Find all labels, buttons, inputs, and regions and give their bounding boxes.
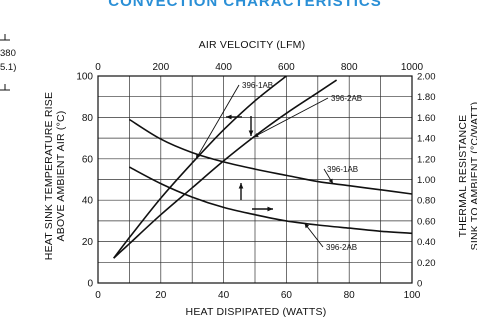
x-top-tick-label: 800 bbox=[341, 62, 358, 73]
series-line-temperature-rise-396-2ab bbox=[113, 79, 338, 259]
y-left-tick-label: 100 bbox=[76, 72, 93, 83]
x-top-tick-label: 0 bbox=[95, 62, 101, 73]
banner-title: CONVECTION CHARACTERISTICS bbox=[108, 0, 382, 10]
y-right-tick-label: 2.00 bbox=[417, 72, 436, 83]
y-right-tick-label: 0 bbox=[417, 279, 422, 290]
read-right-axis-arrow-head bbox=[267, 206, 273, 212]
series-callout-label: 396-2AB bbox=[331, 94, 362, 103]
right-axis-title-line-1: THERMAL RESISTANCE bbox=[457, 115, 469, 238]
y-left-tick-label: 80 bbox=[82, 113, 94, 124]
callout-leader bbox=[195, 84, 240, 160]
right-axis-title-line-2: SINK TO AMBIENT (°C/WATT) bbox=[469, 102, 477, 251]
x-tick-label: 80 bbox=[344, 290, 356, 301]
callout-arrowhead bbox=[195, 153, 201, 159]
y-left-tick-label: 0 bbox=[87, 279, 93, 290]
callout-arrowhead bbox=[328, 178, 333, 184]
grid bbox=[98, 76, 412, 283]
y-left-tick-label: 20 bbox=[82, 237, 94, 248]
read-top-axis-arrow-head bbox=[238, 183, 244, 189]
right-axis-title: THERMAL RESISTANCE SINK TO AMBIENT (°C/W… bbox=[457, 102, 477, 251]
y-right-tick-label: 1.00 bbox=[417, 175, 436, 186]
series bbox=[113, 75, 413, 259]
x-tick-label: 40 bbox=[218, 290, 230, 301]
series-callout-label: 396-1AB bbox=[327, 165, 358, 174]
left-axis-title: HEAT SINK TEMPERATURE RISE ABOVE AMBIENT… bbox=[43, 92, 67, 260]
y-right-tick-label: 1.20 bbox=[417, 154, 436, 165]
axis-ticks: 0 20 40 60 80 1000 200 400 600 800 100002040608010… bbox=[76, 62, 435, 301]
y-right-tick-label: 1.60 bbox=[417, 113, 436, 124]
callout-arrowhead bbox=[253, 133, 259, 138]
fragment-line-2: 5.1) bbox=[0, 62, 16, 73]
y-right-tick-label: 0.60 bbox=[417, 216, 436, 227]
y-left-tick-label: 60 bbox=[82, 154, 94, 165]
bottom-axis-title: HEAT DISPIPATED (WATTS) bbox=[186, 306, 327, 318]
x-top-tick-label: 1000 bbox=[401, 62, 424, 73]
y-right-tick-label: 0.40 bbox=[417, 237, 436, 248]
x-top-tick-label: 400 bbox=[215, 62, 232, 73]
left-axis-title-line-2: ABOVE AMBIENT AIR (°C) bbox=[55, 111, 67, 242]
callout-leader bbox=[304, 223, 324, 248]
series-line-thermal-resistance-396-2ab bbox=[129, 166, 413, 235]
x-top-tick-label: 600 bbox=[278, 62, 295, 73]
callout-leader bbox=[253, 97, 329, 138]
read-bottom-axis-arrow-head bbox=[248, 130, 254, 136]
y-right-tick-label: 1.80 bbox=[417, 92, 436, 103]
left-edge-fragment: 380 5.1) bbox=[0, 34, 16, 91]
x-tick-label: 20 bbox=[155, 290, 167, 301]
series-line-temperature-rise-396-1ab bbox=[113, 75, 287, 259]
top-axis-title: AIR VELOCITY (LFM) bbox=[199, 39, 306, 51]
read-left-axis-arrow-head bbox=[226, 114, 232, 120]
y-right-tick-label: 1.40 bbox=[417, 134, 436, 145]
y-right-tick-label: 0.80 bbox=[417, 196, 436, 207]
y-right-tick-label: 0.20 bbox=[417, 258, 436, 269]
x-tick-label: 60 bbox=[281, 290, 293, 301]
x-tick-label: 0 bbox=[95, 290, 101, 301]
left-axis-title-line-1: HEAT SINK TEMPERATURE RISE bbox=[43, 92, 55, 260]
series-callout-label: 396-1AB bbox=[242, 81, 273, 90]
series-line-thermal-resistance-396-1ab bbox=[128, 118, 413, 195]
plot-frame bbox=[97, 75, 413, 284]
annotations: 396-1AB 396-2AB 396-1AB 396-2AB bbox=[195, 81, 362, 252]
callout-arrowhead bbox=[304, 223, 310, 229]
fragment-line-1: 380 bbox=[0, 48, 16, 59]
x-tick-label: 100 bbox=[404, 290, 421, 301]
x-top-tick-label: 200 bbox=[152, 62, 169, 73]
y-left-tick-label: 40 bbox=[82, 196, 94, 207]
series-callout-label: 396-2AB bbox=[326, 243, 357, 252]
